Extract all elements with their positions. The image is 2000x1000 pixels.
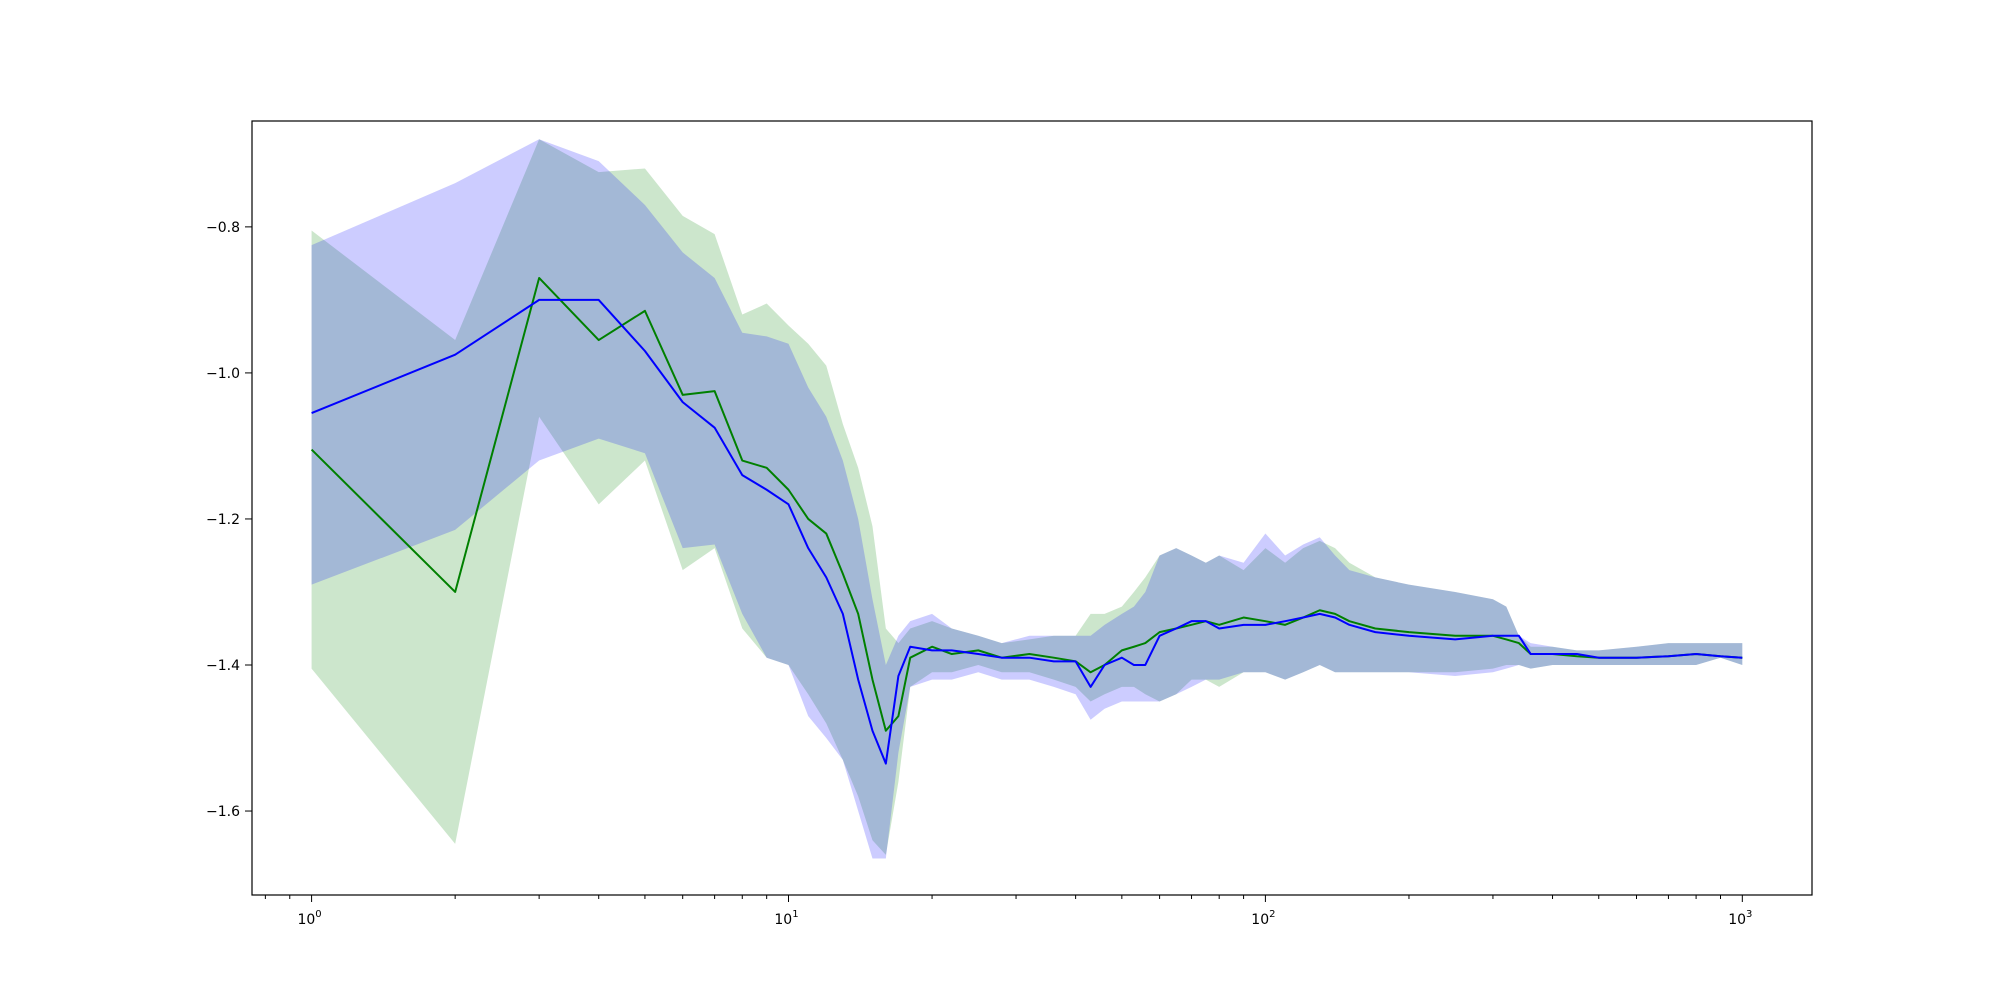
x-tick-label: 100: [297, 909, 321, 928]
y-tick-label: −1.0: [206, 366, 240, 382]
line-series-2: [311, 298, 1743, 765]
x-axis: 100 101 102 103: [264, 895, 1752, 928]
y-tick-label: −1.6: [206, 804, 240, 820]
x-tick-label: 101: [774, 909, 798, 928]
band-series-2: [311, 139, 1743, 859]
y-tick-label: −0.8: [206, 220, 240, 236]
y-axis: −0.8 −1.0 −1.2 −1.4 −1.6: [206, 220, 252, 820]
y-tick-label: −1.2: [206, 512, 240, 528]
x-tick-label: 102: [1251, 909, 1275, 928]
line-series-1: [310, 276, 1743, 732]
confidence-bands: [311, 139, 1743, 859]
x-tick-label: 103: [1728, 909, 1752, 928]
plot-frame: [251, 120, 1813, 896]
band-series-1: [311, 139, 1743, 855]
y-tick-label: −1.4: [206, 658, 240, 674]
series-lines: [310, 276, 1743, 765]
